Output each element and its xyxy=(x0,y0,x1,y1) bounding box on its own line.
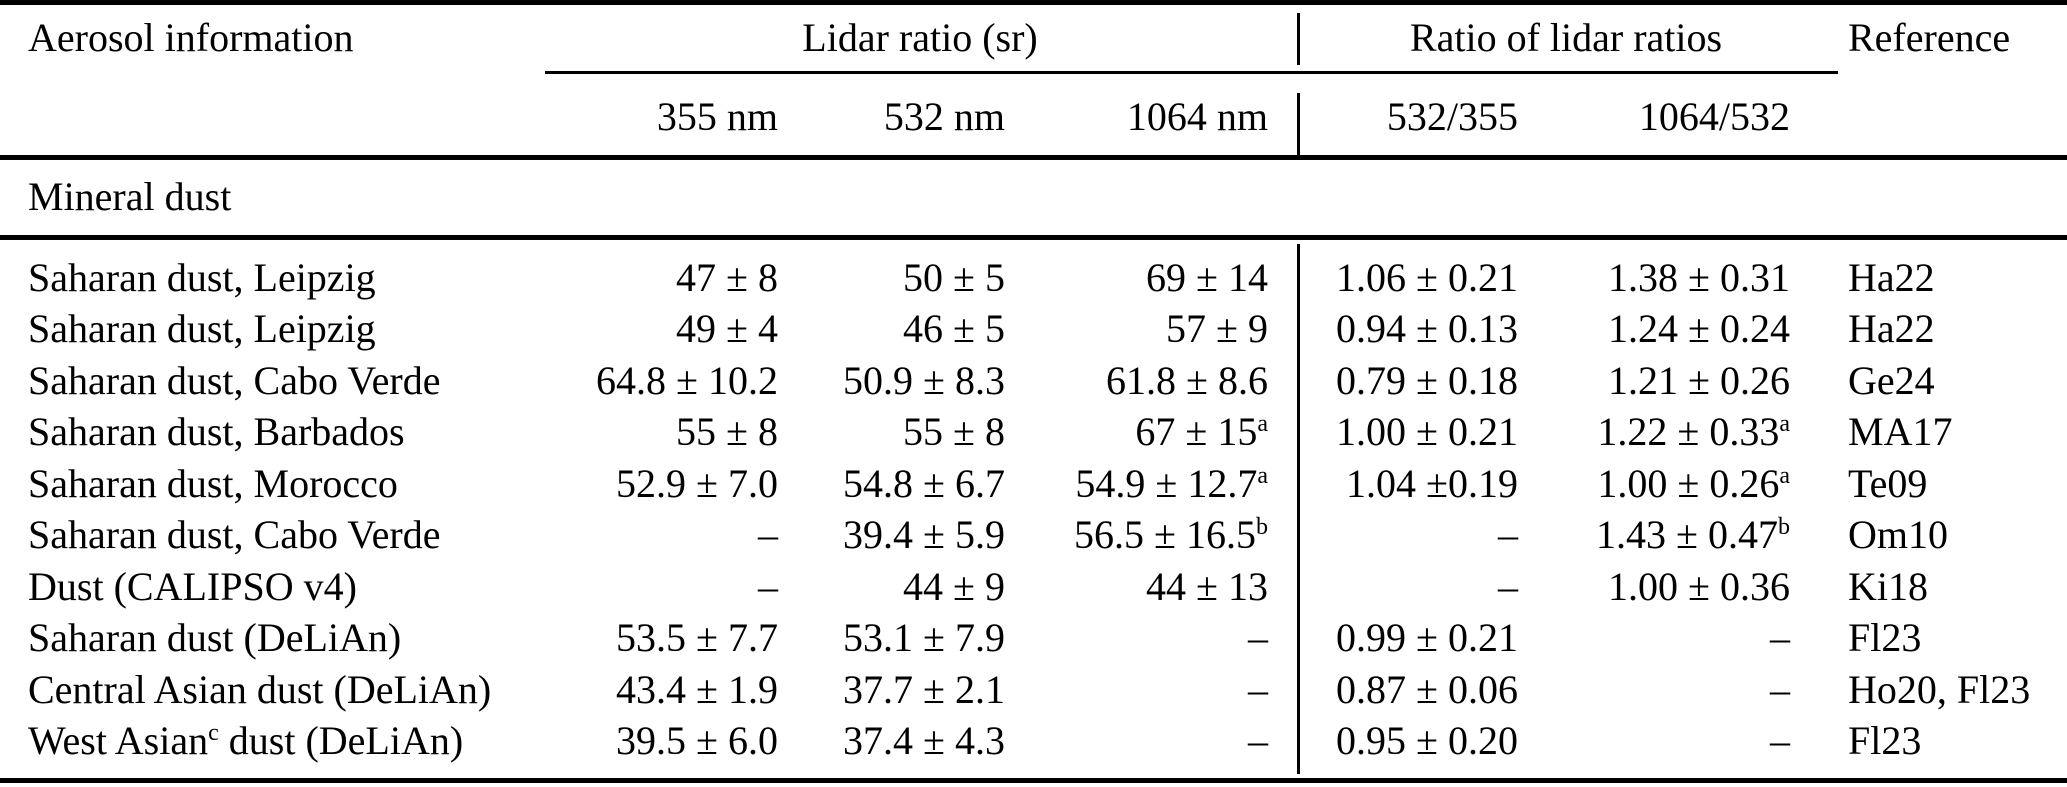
cell-lr-532: 50.9 ± 8.3 xyxy=(843,357,1005,403)
cell-ratio-1064-532: 1.22 ± 0.33a xyxy=(1597,409,1790,455)
cell-lr-355: 52.9 ± 7.0 xyxy=(616,460,778,506)
rule-top xyxy=(0,0,2067,5)
cell-reference: Om10 xyxy=(1848,512,1948,558)
vertical-divider-header-top xyxy=(1297,13,1300,65)
cell-lr-1064: 56.5 ± 16.5b xyxy=(1074,512,1268,558)
cell-ratio-1064-532: – xyxy=(1770,718,1790,764)
cell-lr-355: 55 ± 8 xyxy=(676,409,778,455)
subheader-532-355: 532/355 xyxy=(1386,94,1518,139)
cell-reference: Ha22 xyxy=(1848,255,1935,300)
cell-ratio-532-355: 0.79 ± 0.18 xyxy=(1336,357,1518,403)
cell-ratio-1064-532: 1.38 ± 0.31 xyxy=(1608,255,1790,300)
cell-lr-1064: 69 ± 14 xyxy=(1146,255,1268,300)
cell-ratio-532-355: 1.00 ± 0.21 xyxy=(1336,409,1518,455)
cell-lr-355: 53.5 ± 7.7 xyxy=(616,615,778,661)
cell-lr-355: 64.8 ± 10.2 xyxy=(596,357,778,403)
cell-aerosol-name: Saharan dust (DeLiAn) xyxy=(28,615,402,661)
cell-lr-532: 50 ± 5 xyxy=(903,255,1005,300)
cell-ratio-532-355: 1.06 ± 0.21 xyxy=(1336,255,1518,300)
cell-lr-1064: 61.8 ± 8.6 xyxy=(1106,357,1268,403)
cell-reference: Ge24 xyxy=(1848,357,1935,403)
table-row: Central Asian dust (DeLiAn) 43.4 ± 1.9 37.… xyxy=(0,664,2067,716)
cell-ratio-532-355: 1.04 ±0.19 xyxy=(1346,460,1518,506)
rule-under-group-headers xyxy=(545,71,1838,74)
table-row: Saharan dust (DeLiAn) 53.5 ± 7.7 53.1 ± 7.… xyxy=(0,612,2067,664)
cell-lr-532: 37.7 ± 2.1 xyxy=(843,666,1005,712)
cell-lr-355: – xyxy=(758,563,778,609)
cell-reference: Fl23 xyxy=(1848,615,1922,661)
cell-lr-1064: 57 ± 9 xyxy=(1166,306,1268,352)
cell-lr-1064: 54.9 ± 12.7a xyxy=(1075,460,1268,506)
cell-aerosol-name: West Asianc dust (DeLiAn) xyxy=(28,718,464,764)
cell-ratio-532-355: – xyxy=(1498,563,1518,609)
header-reference: Reference xyxy=(1848,15,2011,60)
table-row: Saharan dust, Cabo Verde – 39.4 ± 5.9 56.5 … xyxy=(0,509,2067,561)
table-row: Saharan dust, Leipzig 47 ± 8 50 ± 5 69 ± 14… xyxy=(0,252,2067,304)
cell-lr-1064: 44 ± 13 xyxy=(1146,563,1268,609)
cell-ratio-1064-532: 1.21 ± 0.26 xyxy=(1608,357,1790,403)
cell-lr-532: 39.4 ± 5.9 xyxy=(843,512,1005,558)
cell-reference: MA17 xyxy=(1848,409,1953,455)
cell-lr-1064: – xyxy=(1248,666,1268,712)
cell-ratio-1064-532: 1.00 ± 0.36 xyxy=(1608,563,1790,609)
rule-section-bottom xyxy=(0,235,2067,240)
cell-ratio-532-355: 0.94 ± 0.13 xyxy=(1336,306,1518,352)
table-row: Saharan dust, Cabo Verde 64.8 ± 10.2 50.9 … xyxy=(0,355,2067,407)
cell-ratio-1064-532: 1.00 ± 0.26a xyxy=(1597,460,1790,506)
cell-ratio-1064-532: 1.24 ± 0.24 xyxy=(1608,306,1790,352)
cell-ratio-532-355: 0.95 ± 0.20 xyxy=(1336,718,1518,764)
table-row: Saharan dust, Barbados 55 ± 8 55 ± 8 67 ± 1… xyxy=(0,406,2067,458)
cell-aerosol-name: Dust (CALIPSO v4) xyxy=(28,563,357,609)
header-aerosol-information: Aerosol information xyxy=(28,15,354,60)
cell-aerosol-name: Saharan dust, Leipzig xyxy=(28,255,376,300)
header-ratio-of-lidar-ratios-group: Ratio of lidar ratios xyxy=(1409,15,1723,60)
rule-bottom xyxy=(0,778,2067,783)
cell-ratio-532-355: 0.87 ± 0.06 xyxy=(1336,666,1518,712)
cell-aerosol-name: Saharan dust, Cabo Verde xyxy=(28,512,441,558)
table-row: Saharan dust, Leipzig 49 ± 4 46 ± 5 57 ± 9 0… xyxy=(0,303,2067,355)
cell-ratio-532-355: – xyxy=(1498,512,1518,558)
table-row: Dust (CALIPSO v4) – 44 ± 9 44 ± 13 – 1.00 ± 0… xyxy=(0,561,2067,613)
cell-lr-1064: – xyxy=(1248,615,1268,661)
cell-reference: Fl23 xyxy=(1848,718,1922,764)
cell-reference: Te09 xyxy=(1848,460,1928,506)
cell-lr-1064: – xyxy=(1248,718,1268,764)
cell-lr-355: – xyxy=(758,512,778,558)
cell-lr-355: 49 ± 4 xyxy=(676,306,778,352)
cell-lr-355: 43.4 ± 1.9 xyxy=(616,666,778,712)
cell-lr-532: 44 ± 9 xyxy=(903,563,1005,609)
cell-ratio-1064-532: – xyxy=(1770,666,1790,712)
table-row: Saharan dust, Morocco 52.9 ± 7.0 54.8 ± 6.… xyxy=(0,458,2067,510)
cell-reference: Ki18 xyxy=(1848,563,1928,609)
cell-ratio-532-355: 0.99 ± 0.21 xyxy=(1336,615,1518,661)
cell-aerosol-name: Saharan dust, Leipzig xyxy=(28,306,376,352)
cell-lr-532: 54.8 ± 6.7 xyxy=(843,460,1005,506)
subheader-1064nm: 1064 nm xyxy=(1126,94,1268,139)
table-row: West Asianc dust (DeLiAn) 39.5 ± 6.0 37.4 … xyxy=(0,715,2067,767)
cell-ratio-1064-532: – xyxy=(1770,615,1790,661)
cell-lr-355: 47 ± 8 xyxy=(676,255,778,300)
cell-lr-532: 55 ± 8 xyxy=(903,409,1005,455)
vertical-divider-header-bottom xyxy=(1297,93,1300,155)
cell-lr-1064: 67 ± 15a xyxy=(1135,409,1268,455)
cell-reference: Ha22 xyxy=(1848,306,1935,352)
cell-ratio-1064-532: 1.43 ± 0.47b xyxy=(1596,512,1790,558)
cell-lr-532: 53.1 ± 7.9 xyxy=(843,615,1005,661)
cell-aerosol-name: Saharan dust, Cabo Verde xyxy=(28,357,441,403)
cell-lr-532: 37.4 ± 4.3 xyxy=(843,718,1005,764)
cell-lr-532: 46 ± 5 xyxy=(903,306,1005,352)
cell-aerosol-name: Saharan dust, Morocco xyxy=(28,460,398,506)
vertical-divider-body xyxy=(1297,244,1300,774)
subheader-355nm: 355 nm xyxy=(656,94,778,139)
cell-aerosol-name: Central Asian dust (DeLiAn) xyxy=(28,666,492,712)
header-lidar-ratio-group: Lidar ratio (sr) xyxy=(802,15,1038,60)
cell-aerosol-name: Saharan dust, Barbados xyxy=(28,409,405,455)
section-mineral-dust: Mineral dust xyxy=(28,174,232,219)
cell-lr-355: 39.5 ± 6.0 xyxy=(616,718,778,764)
subheader-532nm: 532 nm xyxy=(883,94,1005,139)
rule-header-bottom xyxy=(0,155,2067,160)
cell-reference: Ho20, Fl23 xyxy=(1848,666,2031,712)
subheader-1064-532: 1064/532 xyxy=(1638,94,1790,139)
